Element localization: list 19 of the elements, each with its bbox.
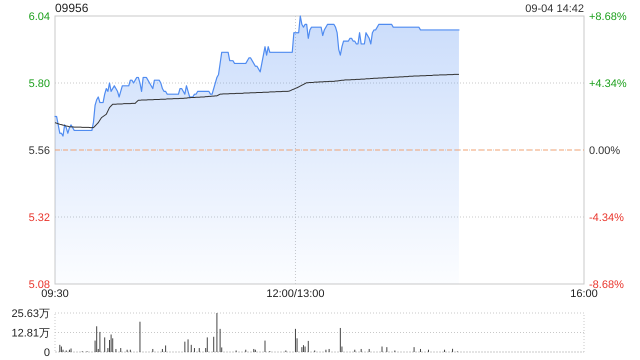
y-tick-label: 12.81万 [11, 327, 50, 340]
x-tick-label: 09:30 [41, 288, 69, 300]
y-tick-label: 6.04 [28, 10, 50, 23]
y2-tick-label: -8.68% [589, 278, 624, 291]
y2-tick-label: -4.34% [589, 212, 624, 224]
x-tick-label: 12:00/13:00 [266, 288, 325, 300]
y-tick-label: 5.80 [28, 78, 50, 90]
y2-tick-label: +4.34% [589, 78, 627, 90]
y2-tick-label: 0.00% [589, 144, 620, 157]
y2-tick-label: +8.68% [589, 10, 627, 23]
y-tick-label: 5.32 [28, 212, 50, 224]
x-tick-label: 16:00 [570, 288, 598, 300]
y-tick-label: 5.08 [28, 278, 50, 291]
y-tick-label: 25.63万 [11, 308, 50, 320]
chart-title: 09956 [55, 1, 89, 15]
y-tick-label: 5.56 [28, 144, 50, 157]
line-series [54, 74, 460, 128]
y-tick-label: 0 [44, 346, 50, 359]
text: 09-04 14:42 [525, 3, 584, 15]
